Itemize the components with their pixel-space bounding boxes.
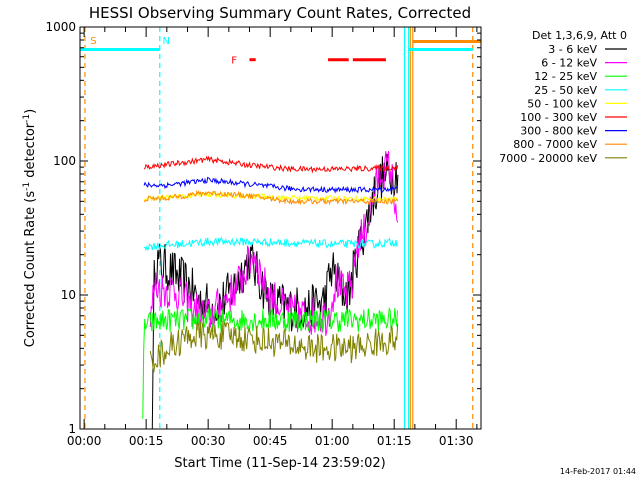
flag-label-S: S (90, 36, 96, 47)
legend-label-6: 300 - 800 keV (520, 125, 597, 138)
x-tick-label: 00:45 (253, 434, 288, 448)
y-tick-label: 10 (61, 288, 76, 302)
series-line-3 (143, 236, 399, 252)
y-tick-label: 1000 (45, 20, 76, 34)
legend-title: Det 1,3,6,9, Att 0 (532, 29, 627, 42)
x-tick-label: 01:15 (377, 434, 412, 448)
series-line-7 (143, 189, 399, 206)
x-tick-label: 00:00 (67, 434, 102, 448)
legend-label-8: 7000 - 20000 keV (499, 152, 597, 165)
x-axis-label: Start Time (11-Sep-14 23:59:02) (174, 456, 385, 471)
legend-label-4: 50 - 100 keV (527, 97, 597, 110)
legend-label-0: 3 - 6 keV (548, 43, 597, 56)
x-tick-label: 01:00 (315, 434, 350, 448)
series-line-2 (142, 306, 398, 419)
flag-label-N: N (163, 36, 170, 47)
legend-label-1: 6 - 12 keV (541, 57, 597, 70)
x-tick-label: 00:30 (191, 434, 226, 448)
y-tick-label: 100 (53, 154, 76, 168)
legend-label-2: 12 - 25 keV (534, 70, 597, 83)
chart-title: HESSI Observing Summary Count Rates, Cor… (89, 4, 471, 22)
y-axis-label: Corrected Count Rate (s-1 detector-1) (22, 109, 38, 347)
timestamp: 14-Feb-2017 01:44 (560, 467, 636, 476)
legend-label-7: 800 - 7000 keV (513, 138, 597, 151)
legend-label-3: 25 - 50 keV (534, 84, 597, 97)
series-line-5 (143, 155, 399, 174)
plot-frame (79, 26, 482, 430)
legend-label-5: 100 - 300 keV (520, 111, 597, 124)
flag-label-F: F (231, 56, 237, 67)
series-line-8 (149, 320, 399, 373)
x-tick-label: 01:30 (439, 434, 474, 448)
series-line-1 (149, 151, 399, 336)
series-line-6 (143, 176, 398, 194)
x-tick-label: 00:15 (129, 434, 164, 448)
y-tick-label: 1 (68, 422, 76, 436)
